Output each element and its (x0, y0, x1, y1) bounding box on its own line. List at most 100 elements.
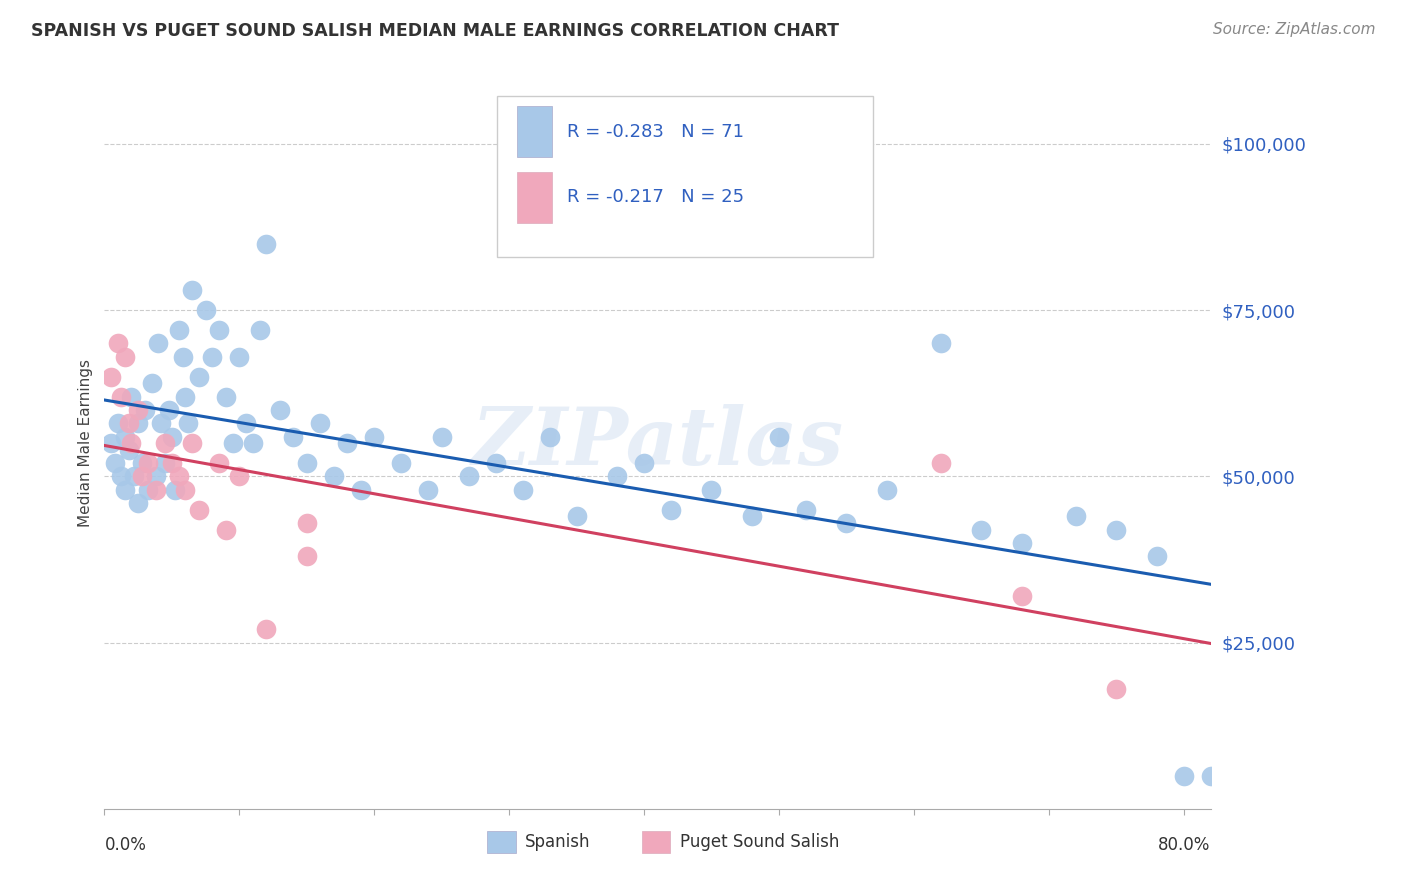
Point (127, 403, 149, 417)
Point (249, 323, 271, 337)
Point (136, 483, 159, 497)
Point (114, 350, 136, 364)
Point (120, 390, 142, 404)
Point (512, 483, 534, 497)
Text: R = -0.283   N = 71: R = -0.283 N = 71 (567, 122, 744, 141)
Point (457, 469, 479, 483)
Point (350, 483, 373, 497)
Point (228, 350, 250, 364)
Point (160, 429, 183, 443)
Point (122, 469, 145, 483)
FancyBboxPatch shape (517, 172, 553, 223)
Point (177, 417, 200, 431)
Point (118, 417, 141, 431)
Point (215, 523, 238, 537)
Point (134, 403, 156, 417)
Point (221, 436, 243, 450)
Text: 80.0%: 80.0% (1159, 836, 1211, 854)
Point (309, 417, 332, 431)
Point (485, 456, 508, 470)
Point (181, 436, 204, 450)
Point (131, 469, 153, 483)
Point (100, 369, 122, 384)
Point (1173, 769, 1195, 783)
Point (167, 323, 190, 337)
Point (160, 456, 183, 470)
Point (876, 483, 898, 497)
Text: Source: ZipAtlas.com: Source: ZipAtlas.com (1212, 22, 1375, 37)
Point (1199, 769, 1222, 783)
Point (107, 336, 129, 351)
Point (145, 469, 167, 483)
Point (104, 456, 127, 470)
Point (153, 436, 176, 450)
Point (228, 469, 250, 483)
Point (181, 283, 204, 297)
Point (1064, 509, 1087, 524)
Point (100, 436, 122, 450)
Point (363, 429, 385, 443)
Point (145, 483, 167, 497)
Text: ZIPatlas: ZIPatlas (471, 404, 844, 482)
Text: 0.0%: 0.0% (104, 836, 146, 854)
Point (1105, 523, 1128, 537)
Text: Puget Sound Salish: Puget Sound Salish (681, 833, 839, 851)
Point (187, 369, 209, 384)
Text: SPANISH VS PUGET SOUND SALISH MEDIAN MALE EARNINGS CORRELATION CHART: SPANISH VS PUGET SOUND SALISH MEDIAN MAL… (31, 22, 839, 40)
Point (194, 303, 217, 318)
Point (538, 429, 561, 443)
Point (107, 417, 129, 431)
Point (114, 483, 136, 497)
Point (606, 469, 628, 483)
Text: R = -0.217   N = 25: R = -0.217 N = 25 (567, 188, 744, 206)
Point (929, 456, 952, 470)
FancyBboxPatch shape (517, 106, 553, 157)
Point (254, 236, 277, 251)
Point (163, 483, 186, 497)
Point (1011, 536, 1033, 550)
Point (136, 456, 159, 470)
Point (118, 442, 141, 457)
Point (336, 436, 359, 450)
Point (970, 523, 993, 537)
Point (659, 502, 682, 516)
Point (172, 350, 194, 364)
Point (127, 417, 149, 431)
Point (1011, 589, 1033, 603)
Point (127, 496, 149, 510)
Point (430, 429, 453, 443)
Point (110, 390, 132, 404)
Text: Spanish: Spanish (526, 833, 591, 851)
Point (295, 516, 318, 530)
Point (700, 483, 723, 497)
Point (322, 469, 344, 483)
Point (835, 516, 858, 530)
Point (295, 549, 318, 564)
FancyBboxPatch shape (498, 95, 873, 257)
Point (283, 429, 305, 443)
Point (929, 336, 952, 351)
Point (141, 376, 163, 391)
Point (148, 336, 170, 351)
Point (254, 623, 277, 637)
Point (215, 390, 238, 404)
Point (110, 469, 132, 483)
Point (741, 509, 763, 524)
Point (208, 456, 231, 470)
Point (174, 390, 197, 404)
Point (235, 417, 257, 431)
Point (1146, 549, 1168, 564)
Point (157, 403, 180, 417)
Point (187, 502, 209, 516)
Point (1105, 682, 1128, 697)
Point (174, 483, 197, 497)
Point (418, 483, 440, 497)
Point (150, 417, 173, 431)
Point (269, 403, 291, 417)
Point (120, 436, 142, 450)
Point (242, 436, 264, 450)
Point (389, 456, 412, 470)
Point (794, 502, 817, 516)
Point (153, 456, 176, 470)
Point (114, 429, 136, 443)
